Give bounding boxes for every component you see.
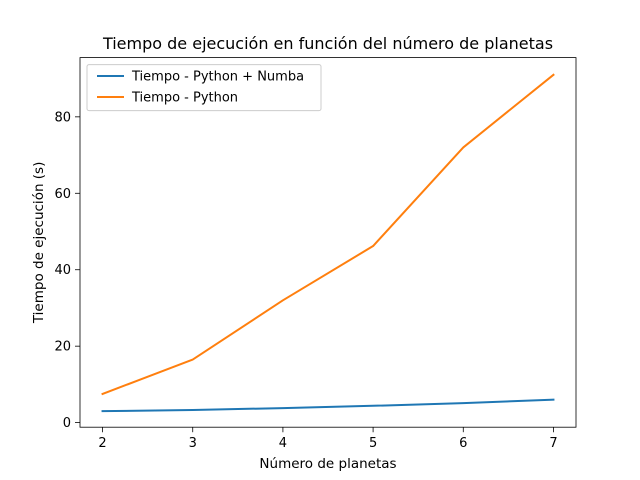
y-tick-label: 60 [54,187,71,202]
x-axis-ticks: 2 3 4 5 6 7 [98,427,558,451]
series-line-1 [101,73,555,396]
x-tick-label: 2 [98,436,106,451]
legend-label-python: Tiempo - Python [131,91,238,106]
legend-label-numba: Tiempo - Python + Numba [131,70,304,85]
y-axis-label: Tiempo de ejecución (s) [31,162,47,325]
chart-title: Tiempo de ejecución en función del númer… [102,34,553,53]
x-tick-label: 3 [189,436,197,451]
legend: Tiempo - Python + Numba Tiempo - Python [86,64,322,112]
series-lines [101,73,555,413]
plot-area [80,57,576,428]
x-axis-label: Número de planetas [259,456,396,472]
plot-frame [79,57,577,428]
x-tick-label: 4 [279,436,287,451]
series-line-0 [101,398,555,413]
y-axis-ticks: 0 20 40 60 80 [54,110,80,431]
x-tick-label: 6 [459,436,467,451]
y-tick-label: 0 [63,416,71,431]
y-tick-label: 40 [54,263,71,278]
y-tick-label: 20 [54,340,71,355]
y-tick-label: 80 [54,110,71,125]
x-tick-label: 5 [369,436,377,451]
x-tick-label: 7 [549,436,557,451]
legend-box [86,64,322,112]
